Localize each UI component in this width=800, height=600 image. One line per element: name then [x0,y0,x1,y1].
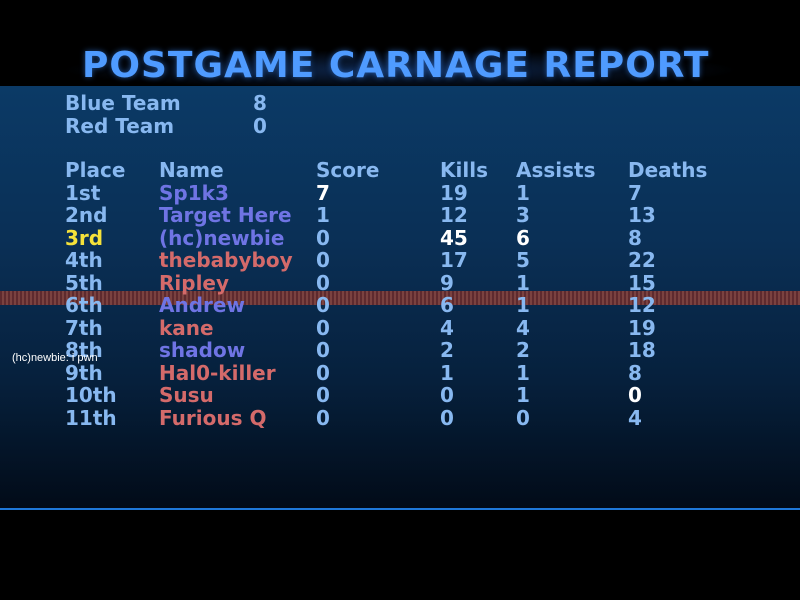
row-score: 1 [316,203,330,227]
row-score: 0 [316,361,330,385]
row-assists: 0 [516,406,530,430]
row-assists: 5 [516,248,530,272]
row-place: 3rd [65,226,104,250]
column-header-kills: Kills [440,158,488,182]
row-place: 8th [65,338,103,362]
row-score: 0 [316,316,330,340]
row-kills: 45 [440,226,468,250]
row-kills: 2 [440,338,454,362]
team-name-blue: Blue Team [65,91,181,115]
row-deaths: 22 [628,248,656,272]
row-deaths: 4 [628,406,642,430]
row-player-name: thebabyboy [159,248,293,272]
row-kills: 0 [440,406,454,430]
row-deaths: 15 [628,271,656,295]
row-deaths: 8 [628,361,642,385]
row-place: 4th [65,248,103,272]
row-score: 0 [316,338,330,362]
row-assists: 1 [516,293,530,317]
row-player-name: Sp1k3 [159,181,229,205]
team-score-red: 0 [253,114,267,138]
row-deaths: 8 [628,226,642,250]
row-kills: 1 [440,361,454,385]
row-assists: 4 [516,316,530,340]
row-place: 11th [65,406,117,430]
row-score: 0 [316,383,330,407]
row-deaths: 7 [628,181,642,205]
row-player-name: kane [159,316,214,340]
row-deaths: 12 [628,293,656,317]
row-assists: 2 [516,338,530,362]
column-header-name: Name [159,158,224,182]
row-score: 0 [316,271,330,295]
row-assists: 1 [516,271,530,295]
row-place: 6th [65,293,103,317]
row-kills: 6 [440,293,454,317]
interference-stripe [0,291,800,305]
column-header-deaths: Deaths [628,158,708,182]
row-deaths: 19 [628,316,656,340]
row-player-name: shadow [159,338,246,362]
column-header-score: Score [316,158,380,182]
row-assists: 1 [516,383,530,407]
row-kills: 9 [440,271,454,295]
row-place: 10th [65,383,117,407]
row-player-name: Target Here [159,203,292,227]
row-assists: 3 [516,203,530,227]
panel-divider [0,508,800,510]
row-kills: 0 [440,383,454,407]
row-player-name: (hc)newbie [159,226,285,250]
row-deaths: 13 [628,203,656,227]
row-deaths: 0 [628,383,642,407]
row-score: 0 [316,406,330,430]
row-player-name: Andrew [159,293,245,317]
row-score: 7 [316,181,330,205]
row-place: 7th [65,316,103,340]
row-deaths: 18 [628,338,656,362]
row-place: 9th [65,361,103,385]
row-place: 1st [65,181,101,205]
chat-message: (hc)newbie: i pwn [12,352,98,364]
column-header-assists: Assists [516,158,596,182]
row-kills: 17 [440,248,468,272]
row-player-name: Hal0-killer [159,361,276,385]
team-score-blue: 8 [253,91,267,115]
row-player-name: Susu [159,383,214,407]
team-name-red: Red Team [65,114,175,138]
row-assists: 1 [516,361,530,385]
row-kills: 4 [440,316,454,340]
row-score: 0 [316,226,330,250]
row-player-name: Ripley [159,271,230,295]
row-kills: 12 [440,203,468,227]
page-title: POSTGAME CARNAGE REPORT [82,45,710,86]
row-place: 5th [65,271,103,295]
column-header-place: Place [65,158,126,182]
row-assists: 1 [516,181,530,205]
row-kills: 19 [440,181,468,205]
row-score: 0 [316,293,330,317]
title-glow [60,50,740,90]
row-score: 0 [316,248,330,272]
row-player-name: Furious Q [159,406,267,430]
row-assists: 6 [516,226,530,250]
row-place: 2nd [65,203,108,227]
